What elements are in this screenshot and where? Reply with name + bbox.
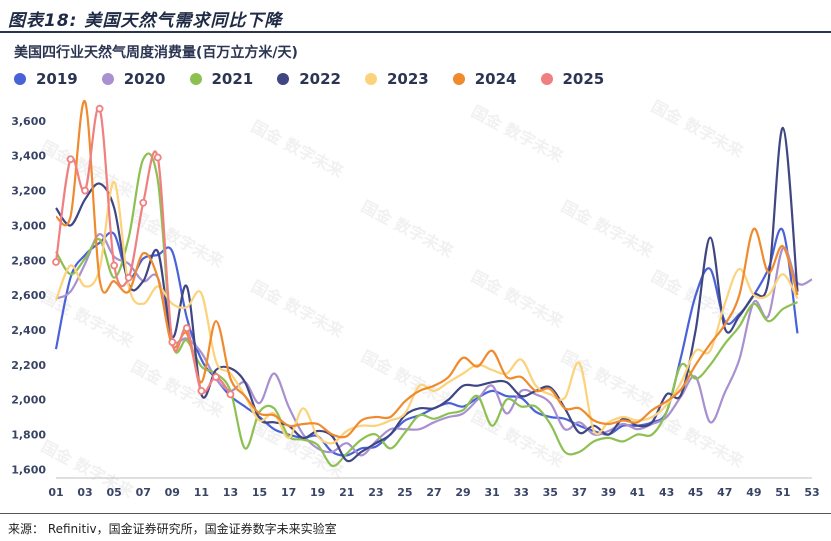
watermark-text: 国金 数字未来 <box>468 267 567 332</box>
y-tick-label: 2,200 <box>11 359 46 372</box>
x-tick-label: 39 <box>601 486 616 499</box>
x-tick-label: 23 <box>368 486 383 499</box>
legend-label-2021: 2021 <box>211 70 254 88</box>
x-tick-label: 11 <box>194 486 209 499</box>
x-tick-label: 31 <box>484 486 499 499</box>
y-tick-label: 2,800 <box>11 254 46 267</box>
legend-marker-2025 <box>540 73 553 85</box>
watermark-text: 国金 数字未来 <box>248 117 347 182</box>
watermark-text: 国金 数字未来 <box>468 102 567 167</box>
y-tick-label: 3,400 <box>11 150 46 163</box>
source-divider <box>0 513 831 514</box>
legend-item-2020: 2020 <box>101 70 166 88</box>
x-tick-label: 49 <box>746 486 761 499</box>
x-tick-label: 53 <box>804 486 819 499</box>
x-tick-label: 35 <box>543 486 558 499</box>
series-point-2025 <box>110 261 119 270</box>
legend-label-2022: 2022 <box>299 70 341 88</box>
legend-item-2019: 2019 <box>14 70 78 88</box>
watermark-text: 国金 数字未来 <box>558 197 657 262</box>
figure-title: 图表18: 美国天然气需求同比下降 <box>8 11 283 31</box>
x-tick-label: 33 <box>514 486 529 499</box>
legend-item-2024: 2024 <box>452 70 517 88</box>
legend-marker-2024 <box>452 73 465 85</box>
x-tick-label: 29 <box>455 486 470 499</box>
y-tick-label: 2,400 <box>11 324 46 337</box>
chart-legend: 2019 2020 2021 2022 2023 2024 2025 <box>14 70 628 88</box>
legend-item-2022: 2022 <box>277 70 341 88</box>
legend-item-2021: 2021 <box>189 70 254 88</box>
series-line-2024 <box>55 100 799 439</box>
legend-marker-2023 <box>365 73 377 85</box>
series-point-2025 <box>168 338 177 347</box>
legend-marker-2019 <box>14 73 26 85</box>
watermark-text: 国金 数字未来 <box>558 347 657 412</box>
legend-label-2025: 2025 <box>562 70 605 88</box>
source-note: 来源： Refinitiv，国金证券研究所，国金证券数字未来实验室 <box>8 522 337 536</box>
watermark-text: 国金 数字未来 <box>648 97 747 162</box>
watermark-text: 国金 数字未来 <box>128 207 227 272</box>
series-point-2025 <box>95 104 104 113</box>
y-tick-label: 3,600 <box>11 115 46 128</box>
y-tick-label: 2,600 <box>11 289 46 302</box>
series-point-2025 <box>52 258 60 266</box>
y-tick-label: 3,200 <box>11 185 46 198</box>
legend-label-2020: 2020 <box>123 70 166 88</box>
x-tick-label: 03 <box>77 486 92 499</box>
series-line-2020 <box>55 233 813 457</box>
watermark-text: 国金 数字未来 <box>358 347 457 412</box>
x-tick-label: 19 <box>310 486 325 499</box>
y-tick-label: 3,000 <box>11 219 46 232</box>
x-tick-label: 25 <box>397 486 412 499</box>
watermark-text: 国金 数字未来 <box>38 287 137 352</box>
title-divider <box>0 31 831 33</box>
x-tick-label: 17 <box>281 486 296 499</box>
series-point-2025 <box>124 273 133 282</box>
x-tick-label: 07 <box>136 486 151 499</box>
legend-marker-2021 <box>189 73 202 85</box>
watermark-text: 国金 数字未来 <box>248 277 347 342</box>
series-point-2025 <box>139 198 148 207</box>
legend-marker-2020 <box>101 73 114 85</box>
x-tick-label: 21 <box>339 486 354 499</box>
legend-item-2023: 2023 <box>365 70 429 88</box>
x-tick-label: 45 <box>688 486 703 499</box>
legend-item-2025: 2025 <box>540 70 605 88</box>
chart-title: 美国四行业天然气周度消费量(百万立方米/天) <box>14 45 298 61</box>
x-tick-label: 27 <box>426 486 441 499</box>
series-point-2025 <box>81 186 89 195</box>
legend-marker-2022 <box>277 73 290 85</box>
x-tick-label: 05 <box>106 486 121 499</box>
watermark-text: 国金 数字未来 <box>358 197 457 262</box>
series-point-2025 <box>212 373 220 381</box>
series-point-2025 <box>197 387 206 395</box>
x-tick-label: 13 <box>223 486 238 499</box>
x-tick-label: 43 <box>659 486 674 499</box>
x-tick-label: 51 <box>775 486 790 499</box>
y-tick-label: 1,800 <box>11 428 46 441</box>
series-point-2025 <box>153 153 162 162</box>
watermark-text: 国金 数字未来 <box>128 357 227 422</box>
x-tick-label: 47 <box>717 486 732 499</box>
series-point-2025 <box>66 155 75 164</box>
x-tick-label: 09 <box>165 486 180 499</box>
y-tick-label: 1,600 <box>11 463 46 476</box>
legend-label-2019: 2019 <box>36 70 78 88</box>
x-tick-label: 15 <box>252 486 267 499</box>
x-tick-label: 01 <box>48 486 63 499</box>
series-point-2025 <box>182 324 191 333</box>
y-tick-label: 2,000 <box>11 394 46 407</box>
x-tick-label: 37 <box>572 486 587 499</box>
legend-label-2023: 2023 <box>387 70 429 88</box>
series-point-2025 <box>226 390 235 399</box>
x-tick-label: 41 <box>630 486 645 499</box>
legend-label-2024: 2024 <box>474 70 517 88</box>
